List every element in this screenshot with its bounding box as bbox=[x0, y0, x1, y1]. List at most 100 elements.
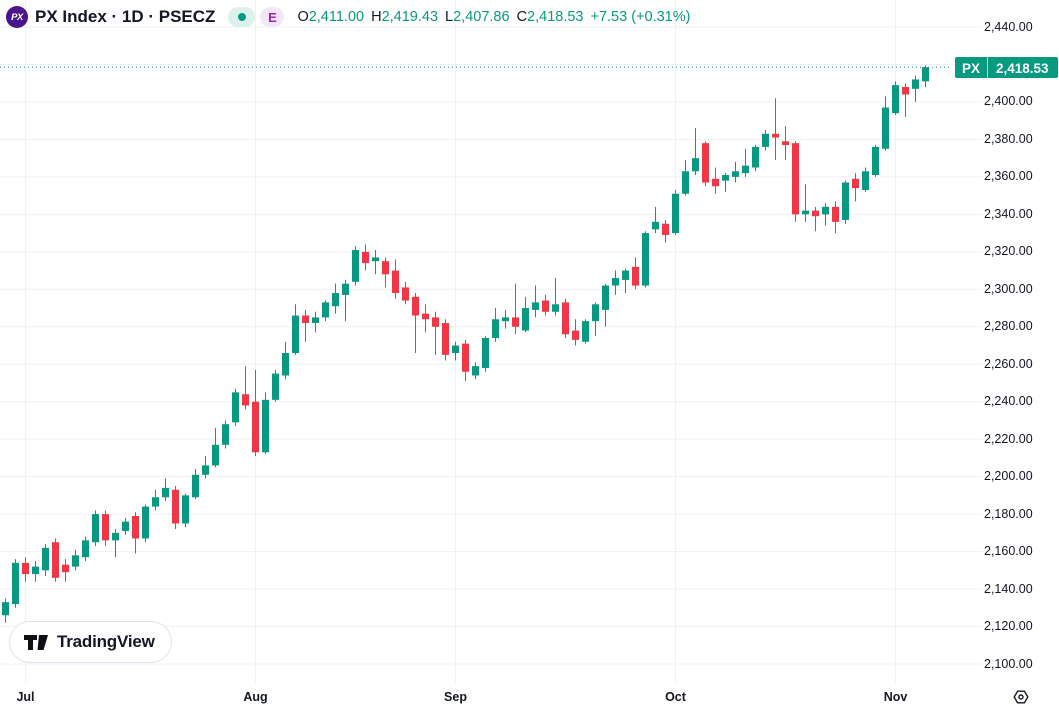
candle-body-up[interactable] bbox=[202, 465, 209, 475]
candle-body-up[interactable] bbox=[732, 171, 739, 177]
candle-body-up[interactable] bbox=[212, 444, 219, 466]
candle-body-up[interactable] bbox=[552, 304, 559, 312]
candle-body-up[interactable] bbox=[32, 566, 39, 575]
candle-body-up[interactable] bbox=[692, 158, 699, 172]
candle-body-up[interactable] bbox=[452, 345, 459, 353]
candle-body-down[interactable] bbox=[132, 515, 139, 539]
candle-body-up[interactable] bbox=[482, 338, 489, 368]
symbol-logo[interactable]: PX bbox=[6, 6, 28, 28]
candle-body-down[interactable] bbox=[812, 210, 819, 217]
candle-body-up[interactable] bbox=[882, 107, 889, 149]
candle-body-up[interactable] bbox=[322, 302, 329, 318]
candle-body-down[interactable] bbox=[852, 178, 859, 189]
candle-body-down[interactable] bbox=[572, 330, 579, 340]
candle-body-up[interactable] bbox=[352, 249, 359, 282]
candle-body-up[interactable] bbox=[92, 514, 99, 543]
candle-body-up[interactable] bbox=[892, 85, 899, 114]
candle-body-down[interactable] bbox=[392, 270, 399, 294]
candle-body-up[interactable] bbox=[752, 146, 759, 168]
candle-body-up[interactable] bbox=[502, 317, 509, 322]
candle-body-up[interactable] bbox=[522, 308, 529, 331]
candle-body-up[interactable] bbox=[742, 165, 749, 174]
candlestick-plot[interactable] bbox=[0, 0, 983, 683]
candle-body-down[interactable] bbox=[772, 133, 779, 138]
candle-body-up[interactable] bbox=[912, 79, 919, 89]
price-axis[interactable]: PX 2,418.53 2,440.00 2,400.00 2,380.00 2,36… bbox=[953, 0, 1059, 683]
candle-body-down[interactable] bbox=[562, 302, 569, 335]
candle-body-down[interactable] bbox=[442, 323, 449, 355]
candle-body-up[interactable] bbox=[232, 392, 239, 423]
symbol-title[interactable]: PX Index · 1D · PSECZ bbox=[35, 7, 216, 26]
candle-body-down[interactable] bbox=[512, 317, 519, 327]
candle-body-up[interactable] bbox=[292, 315, 299, 353]
candle-body-down[interactable] bbox=[22, 562, 29, 575]
candle-body-up[interactable] bbox=[532, 302, 539, 310]
candle-body-down[interactable] bbox=[662, 223, 669, 235]
candle-body-down[interactable] bbox=[782, 141, 789, 146]
candle-body-up[interactable] bbox=[72, 555, 79, 567]
candle-body-up[interactable] bbox=[372, 257, 379, 262]
candle-body-up[interactable] bbox=[192, 474, 199, 498]
candle-body-up[interactable] bbox=[762, 133, 769, 147]
candle-body-down[interactable] bbox=[542, 300, 549, 312]
candle-body-up[interactable] bbox=[472, 366, 479, 376]
candle-body-up[interactable] bbox=[672, 193, 679, 234]
candle-body-down[interactable] bbox=[412, 296, 419, 316]
candle-body-up[interactable] bbox=[182, 495, 189, 524]
candle-body-up[interactable] bbox=[162, 487, 169, 498]
candle-body-up[interactable] bbox=[622, 270, 629, 280]
candle-body-up[interactable] bbox=[822, 206, 829, 215]
candle-body-down[interactable] bbox=[62, 564, 69, 573]
candle-body-down[interactable] bbox=[422, 313, 429, 320]
candle-body-down[interactable] bbox=[902, 86, 909, 95]
candle-body-up[interactable] bbox=[142, 506, 149, 539]
candle-body-up[interactable] bbox=[602, 285, 609, 310]
candle-body-up[interactable] bbox=[842, 182, 849, 220]
candle-body-down[interactable] bbox=[102, 514, 109, 541]
candle-body-up[interactable] bbox=[582, 321, 589, 342]
tradingview-watermark[interactable]: TradingView bbox=[9, 621, 172, 663]
candle-body-down[interactable] bbox=[302, 315, 309, 324]
candle-body-up[interactable] bbox=[342, 283, 349, 295]
candle-body-down[interactable] bbox=[832, 206, 839, 222]
candle-body-down[interactable] bbox=[702, 143, 709, 183]
candle-body-up[interactable] bbox=[12, 562, 19, 605]
candle-body-up[interactable] bbox=[862, 171, 869, 190]
candle-body-up[interactable] bbox=[122, 521, 129, 531]
candle-body-up[interactable] bbox=[272, 373, 279, 400]
candle-body-up[interactable] bbox=[112, 532, 119, 541]
candle-body-down[interactable] bbox=[432, 317, 439, 327]
candle-body-up[interactable] bbox=[652, 221, 659, 230]
candle-body-down[interactable] bbox=[252, 401, 259, 453]
candle-body-down[interactable] bbox=[402, 287, 409, 301]
candle-body-up[interactable] bbox=[222, 424, 229, 445]
candle-body-up[interactable] bbox=[282, 352, 289, 376]
candle-body-up[interactable] bbox=[872, 146, 879, 176]
candle-body-up[interactable] bbox=[492, 319, 499, 339]
eod-data-badge[interactable]: E bbox=[260, 7, 285, 27]
candle-body-up[interactable] bbox=[312, 317, 319, 324]
candle-body-up[interactable] bbox=[802, 210, 809, 215]
candle-body-up[interactable] bbox=[152, 497, 159, 507]
candle-body-up[interactable] bbox=[82, 540, 89, 558]
candle-body-up[interactable] bbox=[262, 399, 269, 453]
time-axis[interactable]: Jul Aug Sep Oct Nov bbox=[0, 683, 1059, 713]
candle-body-down[interactable] bbox=[242, 394, 249, 406]
candle-body-up[interactable] bbox=[722, 175, 729, 181]
candle-body-down[interactable] bbox=[712, 178, 719, 187]
candle-body-up[interactable] bbox=[612, 278, 619, 286]
candle-body-down[interactable] bbox=[362, 251, 369, 264]
candle-body-down[interactable] bbox=[792, 143, 799, 215]
candle-body-up[interactable] bbox=[2, 602, 9, 616]
candle-body-up[interactable] bbox=[592, 304, 599, 322]
candle-body-up[interactable] bbox=[922, 67, 929, 82]
candle-body-down[interactable] bbox=[632, 266, 639, 286]
candle-body-down[interactable] bbox=[172, 489, 179, 524]
candle-body-up[interactable] bbox=[42, 547, 49, 571]
candle-body-down[interactable] bbox=[462, 343, 469, 372]
candle-body-down[interactable] bbox=[52, 542, 59, 578]
candle-body-down[interactable] bbox=[382, 261, 389, 275]
candle-body-up[interactable] bbox=[682, 171, 689, 194]
candle-body-up[interactable] bbox=[332, 293, 339, 307]
quick-settings-hexagon-icon[interactable] bbox=[1012, 688, 1030, 706]
